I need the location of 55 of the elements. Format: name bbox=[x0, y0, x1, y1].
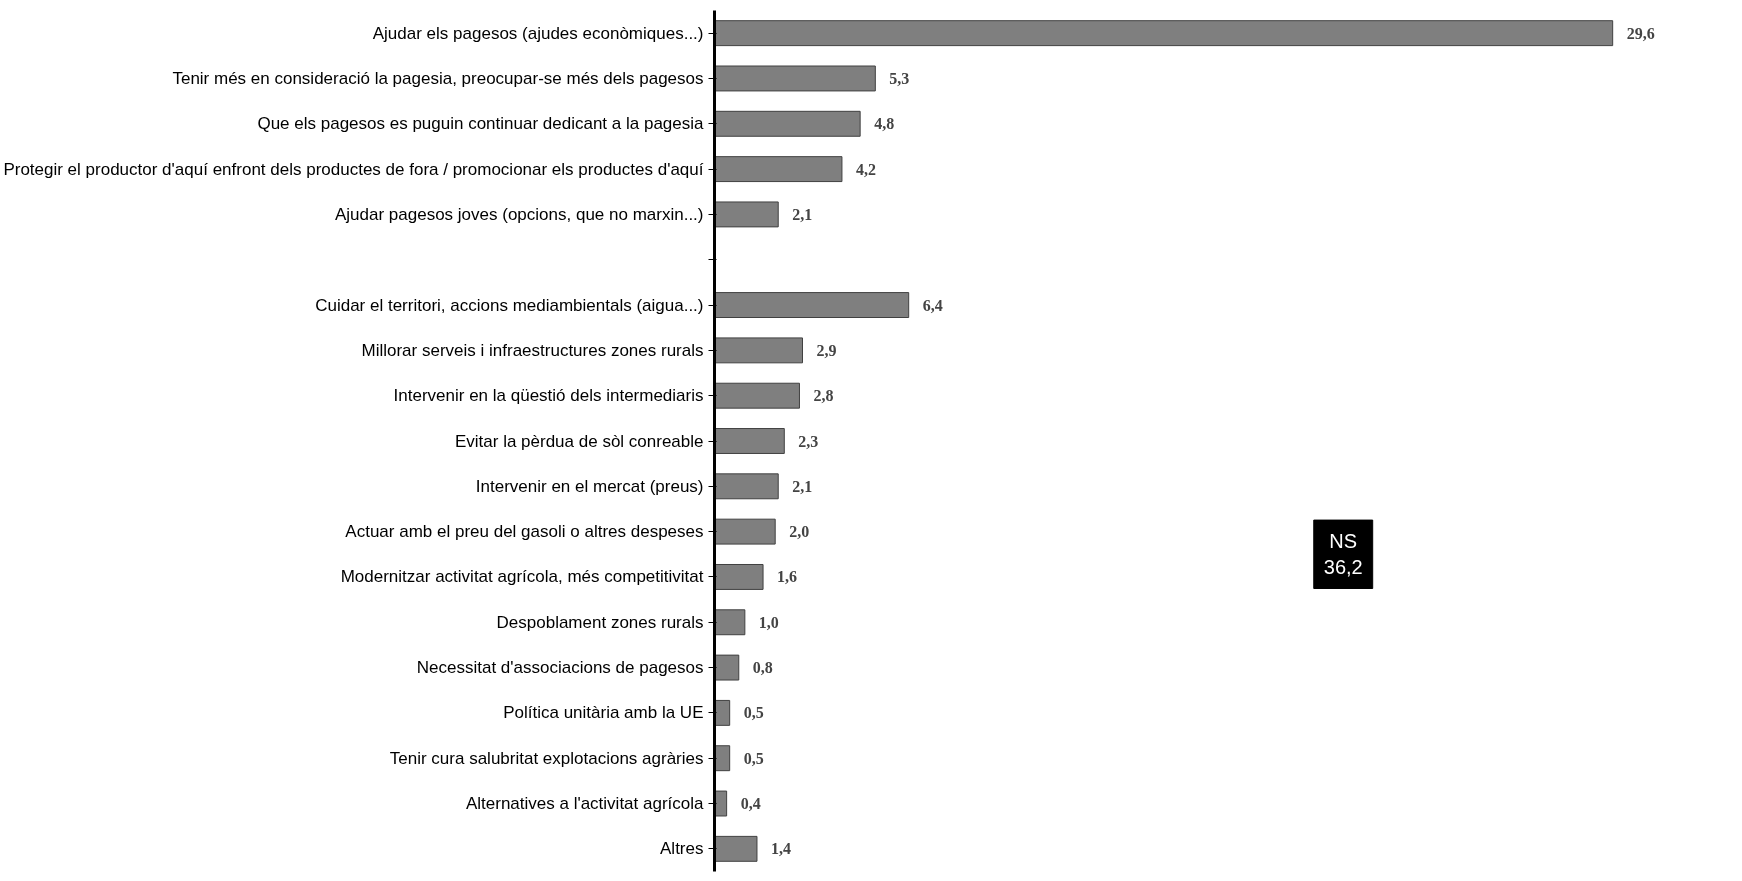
data-label: 4,2 bbox=[855, 160, 876, 178]
bar bbox=[714, 609, 746, 636]
data-label: 1,0 bbox=[758, 613, 779, 631]
y-tick-label: Intervenir en la qüestió dels intermediaris bbox=[393, 386, 704, 406]
data-label: 4,8 bbox=[874, 115, 895, 133]
bar bbox=[714, 473, 779, 500]
bar bbox=[714, 790, 728, 817]
bar bbox=[714, 745, 731, 772]
y-tick-label: Cuidar el territori, accions mediambientals (aigua...) bbox=[315, 295, 704, 315]
data-label: 0,4 bbox=[740, 795, 761, 813]
y-tick-label: Que els pagesos es puguin continuar dedicant a la pagesia bbox=[257, 114, 705, 134]
bar bbox=[714, 563, 764, 590]
bar bbox=[714, 654, 740, 681]
y-tick-label: Ajudar els pagesos (ajudes econòmiques...) bbox=[372, 23, 704, 43]
y-tick-label: Protegir el productor d'aquí enfront dels productes de fora / promocionar els productes d'aquí bbox=[3, 159, 704, 179]
data-label: 2,8 bbox=[813, 387, 834, 405]
data-label: 2,9 bbox=[816, 341, 837, 359]
data-label: 1,4 bbox=[770, 840, 791, 858]
bar bbox=[714, 382, 800, 409]
bar bbox=[714, 65, 876, 92]
data-label: 5,3 bbox=[889, 69, 910, 87]
y-tick-label: Tenir cura salubritat explotacions agràries bbox=[389, 748, 704, 768]
data-label: 2,0 bbox=[789, 523, 810, 541]
bar bbox=[714, 110, 861, 137]
data-label: 2,3 bbox=[798, 432, 819, 450]
y-tick-label: Millorar serveis i infraestructures zones rurals bbox=[361, 340, 704, 360]
y-tick-label: Intervenir en el mercat (preus) bbox=[475, 476, 704, 496]
y-tick-label: Tenir més en consideració la pagesia, preocupar-se més dels pagesos bbox=[172, 68, 704, 88]
data-label: 0,5 bbox=[743, 749, 764, 767]
bar bbox=[714, 292, 910, 319]
y-tick-label: Actuar amb el preu del gasoli o altres despeses bbox=[345, 522, 704, 542]
data-label: 2,1 bbox=[792, 477, 813, 495]
annotation: NS 36,2 bbox=[1323, 530, 1363, 579]
y-tick-label: Altres bbox=[660, 839, 704, 859]
y-tick-label: Alternatives a l'activitat agrícola bbox=[465, 794, 705, 814]
y-tick-label: Evitar la pèrdua de sòl conreable bbox=[454, 431, 704, 451]
data-label: 0,5 bbox=[743, 704, 764, 722]
y-tick-label: Necessitat d'associacions de pagesos bbox=[416, 658, 704, 678]
bar bbox=[714, 20, 1614, 47]
bar bbox=[714, 201, 779, 228]
bar bbox=[714, 428, 785, 454]
y-tick-label: Ajudar pagesos joves (opcions, que no marxin...) bbox=[334, 204, 704, 224]
y-tick-label: Modernitzar activitat agrícola, més competitivitat bbox=[340, 567, 704, 587]
bar bbox=[714, 337, 803, 364]
bar bbox=[714, 699, 731, 726]
data-label: 29,6 bbox=[1626, 24, 1655, 42]
bar bbox=[714, 835, 758, 862]
data-label: 6,4 bbox=[922, 296, 943, 314]
y-tick-label: Despoblament zones rurals bbox=[496, 612, 704, 632]
data-label: 2,1 bbox=[792, 205, 813, 223]
data-label: 1,6 bbox=[777, 568, 798, 586]
bar bbox=[714, 518, 776, 545]
y-tick-label: Política unitària amb la UE bbox=[503, 703, 704, 723]
data-label: 0,8 bbox=[752, 659, 773, 677]
bar bbox=[714, 156, 843, 183]
